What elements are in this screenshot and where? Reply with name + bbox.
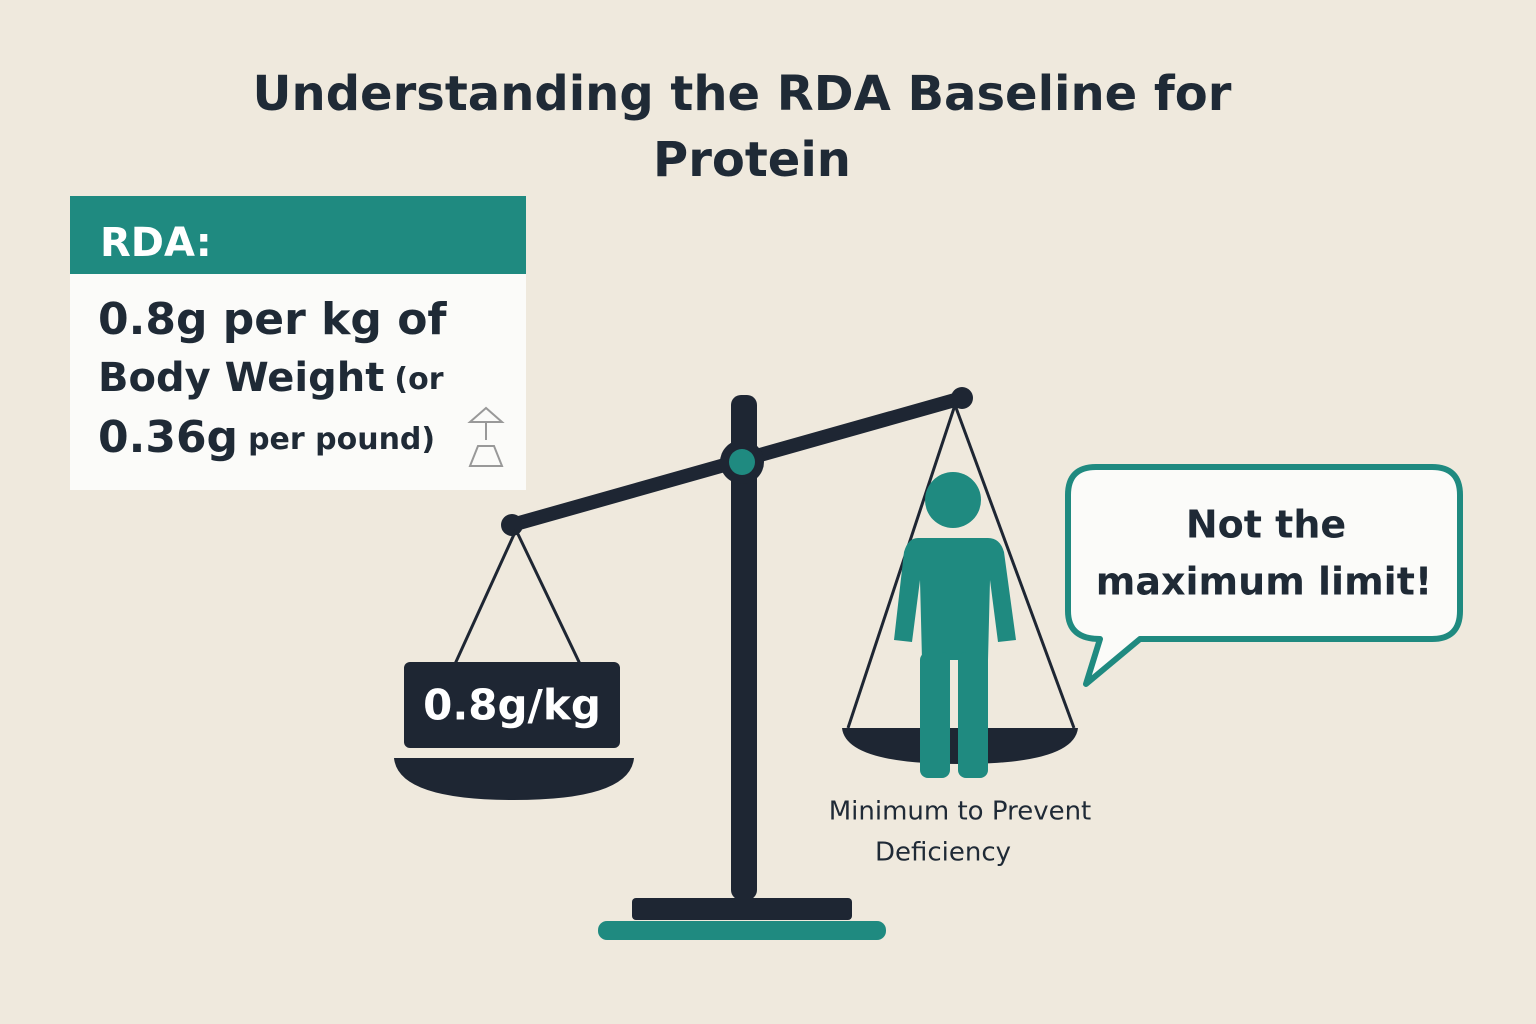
bubble-text: Not the <box>1186 503 1346 547</box>
pivot-center <box>729 449 755 475</box>
scale-pole <box>731 395 757 900</box>
title-line: Understanding the RDA Baseline for <box>253 66 1232 122</box>
rda-header <box>70 196 526 274</box>
rda-text: Body Weight <box>98 355 384 401</box>
caption: Minimum to Prevent <box>829 797 1092 827</box>
left-pan <box>394 758 634 800</box>
beam-end <box>951 387 973 409</box>
caption: Deficiency <box>875 838 1011 868</box>
title-line: Protein <box>653 132 851 188</box>
weight-block <box>404 662 620 748</box>
rda-text: 0.8g per kg of <box>98 294 447 345</box>
rda-label: RDA: <box>100 220 212 266</box>
beam-end <box>501 514 523 536</box>
scale-icon <box>467 406 505 467</box>
person <box>894 472 1016 778</box>
weight-label: 0.8g/kg <box>423 681 601 730</box>
speech-bubble <box>1065 464 1463 687</box>
left-ropes <box>453 529 582 665</box>
scale-base <box>632 898 852 920</box>
rda-text-small: (or <box>394 362 443 397</box>
rda-text: 0.36g per pound) <box>98 412 435 463</box>
bubble-text: maximum limit! <box>1096 560 1432 604</box>
scale-base-accent <box>598 921 886 940</box>
right-ropes <box>846 404 1076 729</box>
rda-text: 0.36g <box>98 412 238 463</box>
rda-text-small: per pound) <box>248 422 435 457</box>
rda-text: Body Weight (or <box>98 355 444 401</box>
